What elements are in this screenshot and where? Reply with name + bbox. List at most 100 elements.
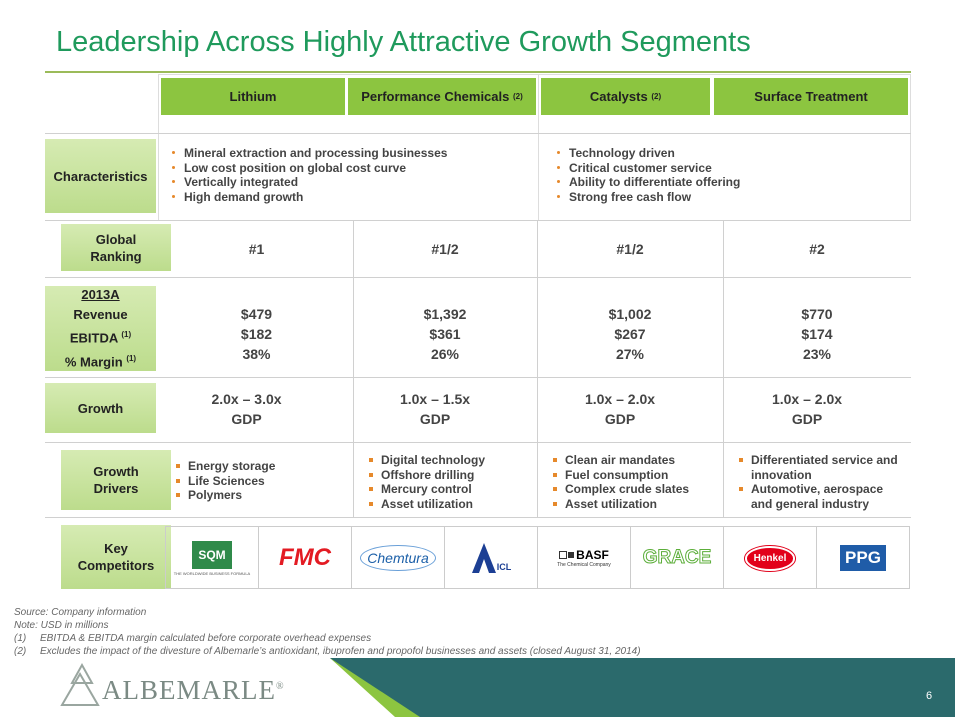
- footnote-marker: (1): [14, 633, 27, 644]
- logo: Henkel: [724, 527, 817, 589]
- column-name: Surface Treatment: [754, 89, 868, 104]
- ranking-value: #1/2: [431, 241, 459, 257]
- item: Automotive, aerospace and general indust…: [737, 482, 905, 511]
- logo-text: Chemtura: [360, 545, 436, 571]
- divider: [45, 277, 911, 278]
- item: Life Sciences: [174, 474, 347, 489]
- row-label: Growth Drivers: [61, 450, 171, 510]
- divider: [538, 74, 539, 220]
- divider: [723, 220, 724, 517]
- item: Fuel consumption: [551, 468, 717, 483]
- logo: Chemtura: [352, 527, 445, 589]
- logo-text: SQM: [192, 540, 232, 569]
- logo-text: BASF: [576, 548, 609, 562]
- label: Growth: [77, 400, 124, 416]
- divider: [353, 220, 354, 517]
- row-label: Global Ranking: [61, 224, 171, 271]
- item: Critical customer service: [555, 161, 740, 176]
- title: Leadership Across Highly Attractive Grow…: [56, 26, 751, 58]
- item: Strong free cash flow: [555, 190, 740, 205]
- value: GDP: [791, 411, 823, 427]
- item: Mercury control: [367, 482, 531, 497]
- financial-values: $479 $182 38%: [160, 304, 353, 364]
- list: Mineral extraction and processing busine…: [170, 146, 447, 204]
- header-frame: [158, 74, 911, 220]
- value: $182: [240, 326, 273, 342]
- logo: BASF The Chemical Company: [538, 527, 631, 589]
- growth-values: 1.0x – 1.5x GDP: [343, 389, 527, 429]
- divider: [537, 220, 538, 517]
- item: Differentiated service and innovation: [737, 453, 905, 482]
- note: (1): [126, 353, 137, 363]
- column-header: Catalysts (2): [541, 78, 710, 115]
- value: 27%: [615, 346, 645, 362]
- label: % Margin: [64, 353, 123, 369]
- logo: ICL: [445, 527, 538, 589]
- item: Asset utilization: [551, 497, 717, 512]
- note: (2): [512, 92, 523, 101]
- item: High demand growth: [170, 190, 447, 205]
- label: 2013A: [81, 287, 120, 303]
- label: Growth Drivers: [93, 464, 139, 496]
- logo-text: GRACE: [642, 547, 712, 569]
- item: Polymers: [174, 488, 347, 503]
- item: Vertically integrated: [170, 175, 447, 190]
- column-header: Performance Chemicals (2): [348, 78, 536, 115]
- footnote: Note: USD in millions: [14, 620, 109, 631]
- logo-tagline: THE WORLDWIDE BUSINESS FORMULA: [173, 570, 251, 576]
- list: Differentiated service and innovation Aut…: [737, 453, 905, 511]
- financial-values: $1,392 $361 26%: [353, 304, 537, 364]
- footer-band: [60, 658, 955, 717]
- value: $174: [801, 326, 833, 342]
- value: 1.0x – 2.0x: [584, 391, 656, 407]
- value: GDP: [231, 411, 262, 427]
- growth-values: 1.0x – 2.0x GDP: [713, 389, 901, 429]
- footnote: Source: Company information: [14, 607, 147, 618]
- financial-values: $770 $174 23%: [723, 304, 911, 364]
- note: (2): [651, 92, 662, 101]
- logo-text: FMC: [279, 544, 331, 571]
- growth-values: 2.0x – 3.0x GDP: [150, 389, 343, 429]
- row-label: Key Competitors: [61, 525, 171, 589]
- logo: PPG: [817, 527, 909, 589]
- label: Key Competitors: [77, 541, 155, 573]
- column-name: Performance Chemicals: [361, 89, 510, 104]
- value: GDP: [604, 411, 636, 427]
- row-label: Characteristics: [45, 139, 156, 213]
- footnote: EBITDA & EBITDA margin calculated before…: [40, 633, 372, 644]
- footnote: Excludes the impact of the divesture of …: [40, 646, 641, 657]
- item: Complex crude slates: [551, 482, 717, 497]
- column-header: Surface Treatment: [714, 78, 908, 115]
- divider: [45, 377, 911, 378]
- label: EBITDA: [69, 330, 118, 346]
- column-name: Lithium: [229, 89, 277, 104]
- value: $361: [429, 326, 461, 342]
- value: $1,392: [423, 306, 467, 322]
- page-number: 6: [926, 690, 933, 702]
- value: 26%: [430, 346, 460, 362]
- item: Ability to differentiate offering: [555, 175, 740, 190]
- list: Clean air mandates Fuel consumption Comple…: [551, 453, 717, 511]
- divider: [45, 517, 911, 518]
- logo: GRACE: [631, 527, 724, 589]
- item: Energy storage: [174, 459, 347, 474]
- value: 23%: [802, 346, 832, 362]
- brand-name: ALBEMARLE: [102, 675, 276, 705]
- label: Characteristics: [53, 168, 148, 184]
- value: $267: [614, 326, 646, 342]
- brand-mark: ®: [276, 681, 285, 692]
- list: Technology driven Critical customer servi…: [555, 146, 740, 204]
- row-label: Growth: [45, 383, 156, 433]
- item: Mineral extraction and processing busine…: [170, 146, 447, 161]
- list: Energy storage Life Sciences Polymers: [174, 459, 347, 503]
- value: 2.0x – 3.0x: [211, 391, 282, 407]
- divider: [45, 220, 911, 221]
- financial-values: $1,002 $267 27%: [537, 304, 723, 364]
- value: $479: [240, 306, 273, 322]
- value: 1.0x – 2.0x: [771, 391, 843, 407]
- column-name: Catalysts: [589, 89, 648, 104]
- logo-text: PPG: [840, 545, 886, 571]
- value: 38%: [242, 346, 271, 362]
- ranking-value: #1/2: [616, 241, 644, 257]
